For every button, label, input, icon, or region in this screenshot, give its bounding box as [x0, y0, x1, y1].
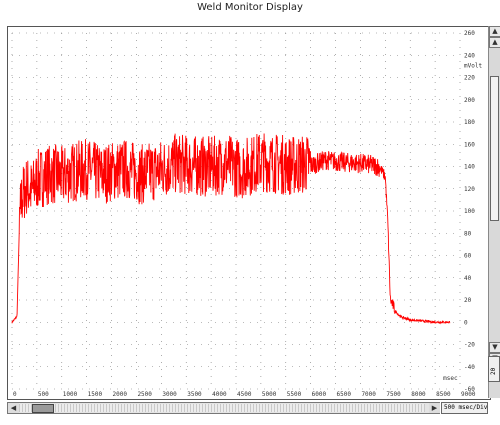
scroll-right-arrow-icon[interactable]: ▶ — [429, 403, 440, 413]
y-tick-label: 0 — [464, 319, 468, 326]
y-tick-label: 240 — [464, 52, 475, 59]
y-tick-label: 180 — [464, 119, 475, 126]
x-unit-label: msec — [443, 375, 458, 382]
window-title: Weld Monitor Display — [197, 2, 303, 13]
x-tick-label: 0 — [13, 391, 17, 398]
x-tick-label: 8500 — [436, 391, 451, 398]
y-tick-label: -40 — [464, 364, 475, 371]
time-per-div-box[interactable]: 500 msec/Div — [441, 402, 488, 414]
x-tick-label: 6000 — [312, 391, 327, 398]
x-tick-label: 2000 — [113, 391, 128, 398]
x-tick-label: 2500 — [137, 391, 152, 398]
x-tick-label: 3500 — [187, 391, 202, 398]
scroll-down-arrow-icon[interactable]: ▼ — [489, 342, 500, 353]
x-tick-label: 500 — [38, 391, 49, 398]
y-tick-label: 40 — [464, 275, 472, 282]
horizontal-scrollbar[interactable]: ◀ ▶ — [7, 402, 440, 414]
weld-signal-trace — [11, 133, 451, 325]
x-tick-label: 4500 — [237, 391, 252, 398]
y-tick-label: 220 — [464, 75, 475, 82]
x-tick-label: 7000 — [361, 391, 376, 398]
volts-per-div-box[interactable]: 20 — [488, 356, 500, 382]
y-tick-label: 20 — [464, 297, 472, 304]
x-tick-label: 9000 — [461, 391, 476, 398]
scroll-left-arrow-icon[interactable]: ◀ — [8, 403, 19, 413]
x-tick-label: 4000 — [212, 391, 227, 398]
y-tick-label: 260 — [464, 30, 475, 37]
horizontal-scroll-track[interactable] — [19, 404, 425, 413]
scope-plot-area: 0 500 1000 1500 2000 2500 3000 3500 4000 4500 5000… — [7, 26, 491, 400]
x-tick-label: 5000 — [262, 391, 277, 398]
volts-per-div-value: 20 — [490, 367, 497, 375]
vertical-scrollbar[interactable]: ▲ ▲ ▼ ▼ — [488, 26, 500, 398]
y-tick-label: 160 — [464, 141, 475, 148]
x-tick-label: 8000 — [411, 391, 426, 398]
x-tick-label: 6500 — [337, 391, 352, 398]
y-tick-label: 80 — [464, 230, 472, 237]
y-unit-label: mVolt — [464, 62, 482, 69]
y-tick-label: 120 — [464, 186, 475, 193]
vertical-scroll-thumb[interactable] — [490, 76, 499, 221]
y-tick-label: -60 — [464, 386, 475, 393]
scope-plot: 0 500 1000 1500 2000 2500 3000 3500 4000 4500 5000… — [11, 30, 482, 398]
x-tick-label: 3000 — [162, 391, 177, 398]
horizontal-scroll-thumb[interactable] — [32, 404, 54, 413]
x-tick-label: 7500 — [386, 391, 401, 398]
x-tick-label: 5500 — [287, 391, 302, 398]
y-tick-label: 60 — [464, 253, 472, 260]
x-tick-label: 1500 — [88, 391, 103, 398]
y-tick-label: 140 — [464, 164, 475, 171]
time-per-div-value: 500 msec/Div — [444, 404, 488, 411]
x-tick-label: 1000 — [63, 391, 78, 398]
scroll-up-arrow-icon-2[interactable]: ▲ — [489, 37, 500, 48]
scroll-up-arrow-icon[interactable]: ▲ — [489, 26, 500, 37]
y-tick-label: 100 — [464, 208, 475, 215]
y-tick-label: -20 — [464, 342, 475, 349]
y-tick-label: 200 — [464, 97, 475, 104]
